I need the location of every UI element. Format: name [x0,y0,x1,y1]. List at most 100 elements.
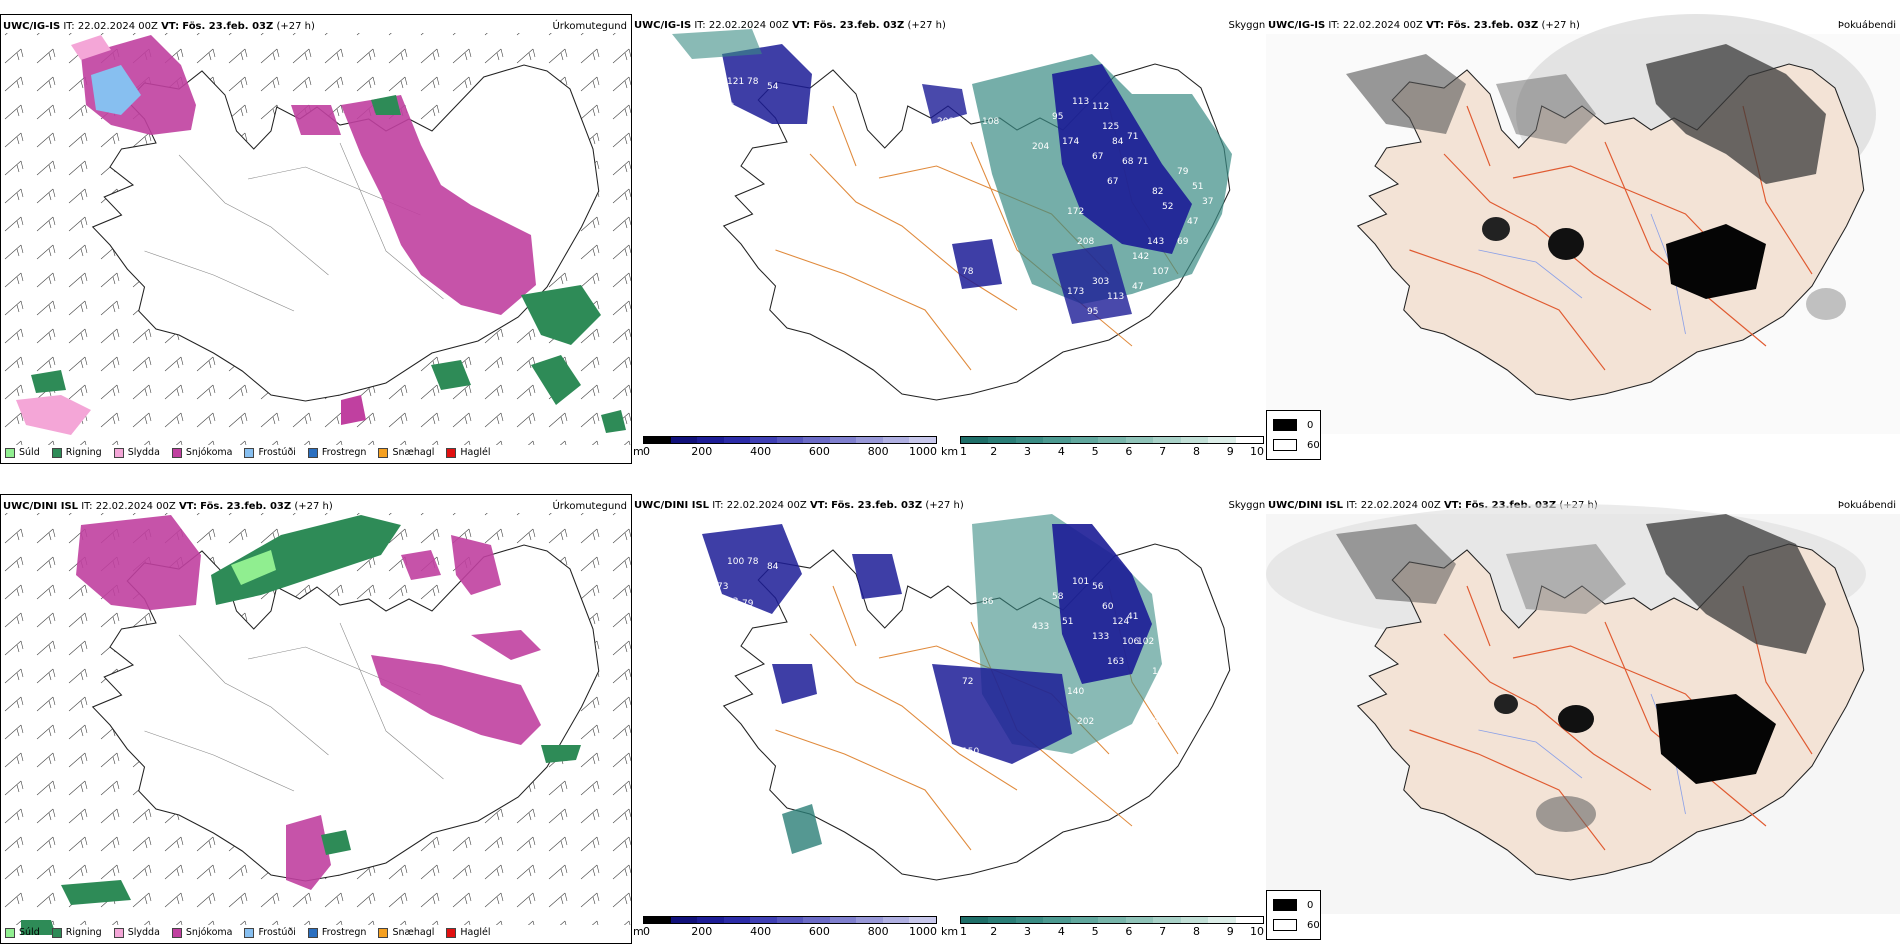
visibility-panel-2: UWC/DINI ISL IT: 22.02.2024 00Z VT: Fös.… [632,494,1266,944]
legend-label: Rigning [65,927,102,938]
visibility-value-label: 174 [1062,137,1079,147]
colorbar-segment [1235,437,1263,443]
precip-legend: Súld Rigning Slydda Snjókoma Frostúði Frostre… [5,927,491,938]
visibility-value-label: 202 [1077,717,1094,727]
colorbar-km-unit: km [941,925,959,938]
colorbar-segment [909,917,937,923]
visibility-value-label: 37 [1202,197,1213,207]
colorbar-tick: 400 [750,445,772,458]
legend-label: Súld [19,447,40,458]
visibility-value-label: 140 [1067,687,1084,697]
visibility-value-label: 80 [797,132,809,142]
visibility-value-label: 83 [727,597,738,607]
panel-title: UWC/IG-IS IT: 22.02.2024 00Z VT: Fös. 23… [3,21,315,32]
visibility-value-label: 56 [1092,582,1104,592]
visibility-value-label: 78 [962,197,974,207]
fog-legend-item: 60 [1273,439,1320,451]
colorbar-tick: 7 [1159,445,1167,458]
panel-title: UWC/DINI ISL IT: 22.02.2024 00Z VT: Fös.… [3,501,333,512]
colorbar-tick: 3 [1024,925,1032,938]
colorbar-tick: 800 [867,445,889,458]
visibility-value-label: 71 [1127,132,1138,142]
legend-swatch [51,447,62,458]
legend-item: Haglél [446,927,491,938]
panel-type-label: Þokuábendi [1837,500,1896,511]
legend-swatch [113,927,124,938]
colorbar-tick: 800 [867,925,889,938]
fog-legend-item: 0 [1273,419,1313,431]
visibility-value-label: 84 [1112,137,1124,147]
colorbar-segment [1070,437,1099,443]
colorbar-tick: 9 [1226,445,1234,458]
colorbar-segment [697,437,724,443]
legend-swatch [5,447,15,458]
fog-legend-label: 60 [1307,919,1320,931]
colorbar-segment [882,917,910,923]
legend-swatch [113,447,124,458]
visibility-value-label: 71 [1137,157,1148,167]
legend-item: Frostregn [307,447,367,458]
visibility-value-label: 51 [1192,182,1203,192]
visibility-value-label: 99 [1197,322,1209,332]
colorbar-segment [829,437,857,443]
legend-label: Frostregn [321,447,367,458]
legend-swatch [378,447,389,458]
fog-legend-item: 0 [1273,899,1313,911]
visibility-value-label: 163 [1107,657,1124,667]
visibility-value-label: 208 [937,117,954,127]
panel-type-label: Þokuábendi [1837,20,1896,31]
colorbar-tick: 6 [1125,445,1133,458]
precip-type-map [1,33,631,445]
visibility-value-label: 78 [747,77,759,87]
legend-item: Slydda [113,927,160,938]
colorbar-tick: 7 [1159,925,1167,938]
colorbar-tick: 600 [808,925,830,938]
visibility-value-label: 103 [1187,697,1204,707]
precip-type-panel-2: UWC/DINI ISL IT: 22.02.2024 00Z VT: Fös.… [0,494,632,944]
colorbar-segment [750,917,777,923]
legend-label: Snæhagl [392,927,435,938]
panel-type-label: Úrkomutegund [552,21,627,32]
visibility-value-label: 204 [1032,142,1049,152]
colorbar-segment [882,437,910,443]
visibility-value-label: 106 [1122,637,1139,647]
colorbar-segment [1015,437,1044,443]
legend-label: Frostúði [258,447,296,458]
colorbar-segment [670,917,698,923]
colorbar-tick: 400 [750,925,772,938]
panel-type-label: Skyggni [1228,20,1266,31]
visibility-value-label: 150 [962,747,979,757]
visibility-value-label: 79 [742,599,754,609]
visibility-value-label: 41 [1127,612,1138,622]
visibility-value-label: 113 [1072,97,1089,107]
colorbar-segment [1070,917,1099,923]
visibility-value-label: 79 [1177,717,1189,727]
colorbar-segment [776,437,804,443]
panel-title: UWC/IG-IS IT: 22.02.2024 00Z VT: Fös. 23… [634,20,946,31]
colorbar-tick: 200 [691,445,713,458]
legend-label: Rigning [65,447,102,458]
colorbar-tick: 5 [1091,445,1099,458]
colorbar-tick: 8 [1192,445,1200,458]
visibility-value-label: 208 [1077,237,1094,247]
legend-item: Rigning [51,927,102,938]
colorbar-tick: 1 [960,925,967,938]
visibility-value-label: 124 [1112,617,1129,627]
legend-item: Slydda [113,447,160,458]
visibility-value-label: 141 [1152,667,1169,677]
legend-swatch [307,447,318,458]
legend-item: Frostregn [307,927,366,938]
colorbar-segment [1015,917,1044,923]
colorbar-segment [803,437,830,443]
visibility-value-label: 112 [1092,102,1109,112]
precip-legend: Súld Rigning Slydda Snjókoma Frostúði Frostre… [5,447,491,458]
visibility-value-label: 58 [1052,592,1064,602]
colorbar-segment [723,437,751,443]
legend-swatch [171,447,182,458]
visibility-value-label: 91 [1132,732,1143,742]
colorbar-segment [1043,917,1071,923]
visibility-value-label: 72 [962,677,973,687]
fog-legend: 0 60 [1266,410,1321,460]
panel-type-label: Skyggni [1228,500,1266,511]
colorbar-segment [644,917,671,923]
